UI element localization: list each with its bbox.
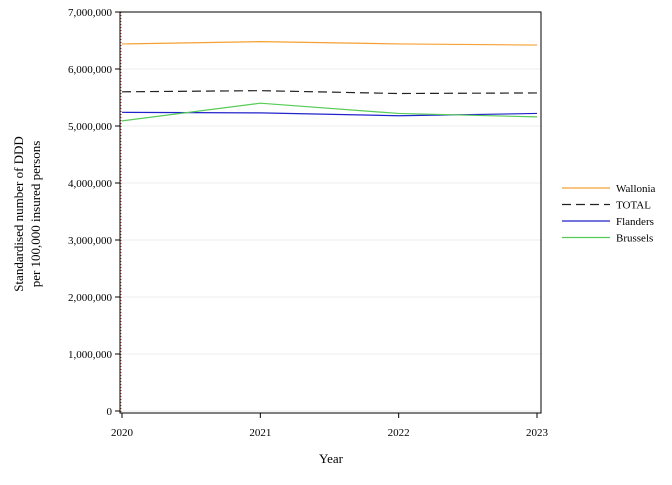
- y-axis-label-line-1: Standardised number of DDD: [11, 136, 26, 292]
- legend-label: Wallonia: [616, 183, 656, 195]
- y-tick-label: 5,000,000: [68, 121, 113, 133]
- y-axis-label-line-2: per 100,000 insured persons: [28, 141, 43, 288]
- x-axis-ticks: 2020 2021 2022 2023: [111, 413, 549, 439]
- y-axis-ticks: 0 1,000,000 2,000,000 3,000,000 4,000,000 5,0…: [68, 7, 120, 418]
- x-tick-label: 2021: [249, 427, 271, 439]
- x-tick-label: 2020: [111, 427, 134, 439]
- series-lines: [121, 41, 538, 122]
- y-tick-label: 7,000,000: [68, 7, 113, 19]
- y-tick-label: 4,000,000: [68, 178, 113, 190]
- grid-lines: [120, 11, 541, 412]
- legend: Wallonia TOTAL Flanders Brussels: [562, 183, 656, 245]
- x-axis-label: Year: [319, 451, 344, 466]
- plot-area-background: [120, 12, 541, 413]
- x-tick-label: 2022: [388, 427, 410, 439]
- legend-label: TOTAL: [616, 200, 651, 212]
- y-tick-label: 3,000,000: [68, 235, 113, 247]
- series-line-wallonia: [121, 41, 538, 46]
- y-axis-label: Standardised number of DDD per 100,000 i…: [11, 136, 43, 292]
- plot-area-frame: [119, 11, 542, 414]
- y-tick-label: 2,000,000: [68, 292, 113, 304]
- y-tick-label: 0: [107, 406, 113, 418]
- y-tick-label: 6,000,000: [68, 64, 113, 76]
- legend-label: Flanders: [616, 216, 654, 228]
- legend-label: Brussels: [616, 233, 653, 245]
- x-tick-label: 2023: [526, 427, 549, 439]
- y-tick-label: 1,000,000: [68, 349, 113, 361]
- series-line-brussels: [121, 102, 538, 122]
